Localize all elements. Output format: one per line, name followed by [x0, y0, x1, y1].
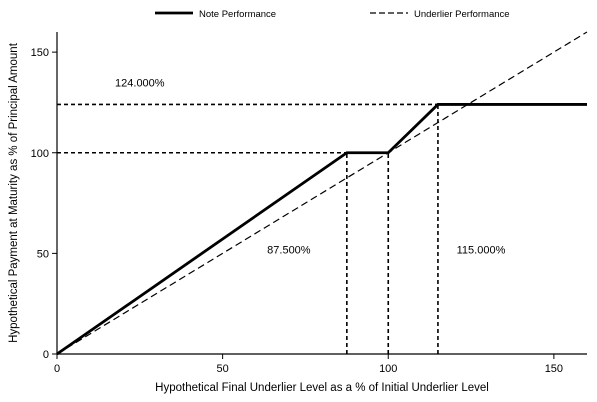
x-tick-label: 0 [54, 363, 60, 375]
y-tick-label: 0 [43, 349, 49, 361]
y-tick-label: 50 [37, 248, 49, 260]
legend-label-underlier-performance: Underlier Performance [414, 9, 510, 20]
y-tick-label: 100 [31, 148, 49, 160]
annotations: 124.000% 87.500% 115.000% [115, 77, 506, 256]
series-line-underlier-performance [56, 31, 588, 355]
x-tick-label: 100 [379, 363, 397, 375]
x-tick-label: 150 [545, 363, 563, 375]
series-line-note-performance [56, 103, 587, 356]
y-axis-label: Hypothetical Payment at Maturity as % of… [8, 42, 20, 343]
x-axis-label: Hypothetical Final Underlier Level as a … [155, 382, 489, 394]
legend-label-note-performance: Note Performance [199, 9, 276, 20]
legend: Note Performance Underlier Performance [155, 9, 510, 20]
annotation-label: 124.000% [115, 77, 165, 89]
tick-labels: 0 50 100 150 0 50 100 150 [31, 47, 563, 375]
annotation-label: 115.000% [457, 244, 506, 256]
series-layer [56, 31, 588, 356]
axes [52, 32, 587, 359]
y-tick-label: 150 [31, 47, 49, 59]
x-tick-label: 50 [217, 363, 229, 375]
reference-lines [57, 103, 439, 354]
annotation-label: 87.500% [267, 244, 311, 256]
